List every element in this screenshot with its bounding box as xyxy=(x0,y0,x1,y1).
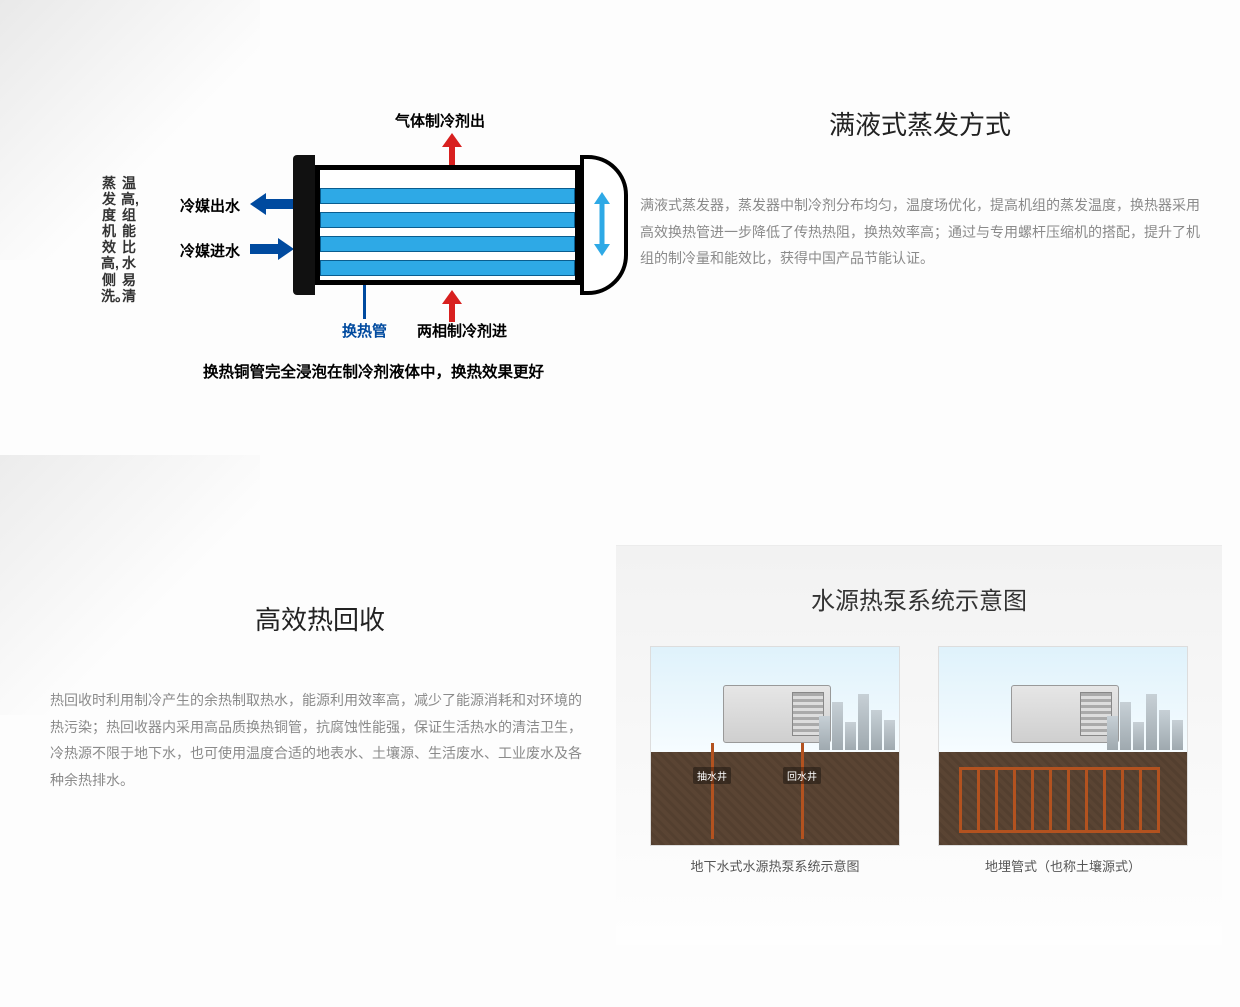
heat-tube xyxy=(320,236,575,252)
arrow-up-icon xyxy=(442,133,462,167)
gas-out-label: 气体制冷剂出 xyxy=(395,110,485,131)
water-source-diagram: 水源热泵系统示意图 抽水井 回水井 地下水式水源热泵系统示意图 xyxy=(616,545,1222,945)
coolant-in-label: 冷媒进水 xyxy=(180,240,240,261)
well-label: 抽水井 xyxy=(693,767,731,784)
section1-body: 满液式蒸发器，蒸发器中制冷剂分布均匀，温度场优化，提高机组的蒸发温度，换热器采用… xyxy=(640,192,1200,272)
heat-tube-label: 换热管 xyxy=(342,320,387,341)
pipe-icon xyxy=(711,743,714,839)
panel-image xyxy=(938,646,1188,846)
arrow-up-icon xyxy=(442,290,462,322)
panel-groundwater: 抽水井 回水井 地下水式水源热泵系统示意图 xyxy=(650,646,900,875)
tube-connector xyxy=(363,285,366,319)
panel-image: 抽水井 回水井 xyxy=(650,646,900,846)
endcap-right xyxy=(580,155,628,295)
panel-caption: 地下水式水源热泵系统示意图 xyxy=(650,856,900,875)
section1-title: 满液式蒸发方式 xyxy=(640,105,1200,142)
heat-tube xyxy=(320,260,575,276)
section2-text: 高效热回收 热回收时利用制冷产生的余热制取热水，能源利用效率高，减少了能源消耗和… xyxy=(50,600,590,793)
arrow-right-icon xyxy=(250,238,294,260)
heat-tube xyxy=(320,188,575,204)
panel-ground-loop: 地埋管式（也称土壤源式） xyxy=(938,646,1188,875)
buildings-icon xyxy=(819,694,895,750)
side-note-col2: 温高,组能比水易清 xyxy=(121,175,137,304)
heat-tube xyxy=(320,212,575,228)
section2-body: 热回收时利用制冷产生的余热制取热水，能源利用效率高，减少了能源消耗和对环境的热污… xyxy=(50,687,590,793)
heat-pump-unit-icon xyxy=(1011,685,1119,743)
heat-pump-unit-icon xyxy=(723,685,831,743)
two-phase-in-label: 两相制冷剂进 xyxy=(417,320,507,341)
buildings-icon xyxy=(1107,694,1183,750)
pipe-icon xyxy=(801,743,804,839)
coolant-out-label: 冷媒出水 xyxy=(180,195,240,216)
panel-caption: 地埋管式（也称土壤源式） xyxy=(938,856,1188,875)
ground-coil-icon xyxy=(959,767,1167,833)
diagram-title: 水源热泵系统示意图 xyxy=(616,581,1222,616)
evaporator-vessel xyxy=(315,165,580,285)
endcap-left xyxy=(293,155,315,295)
section2-title: 高效热回收 xyxy=(50,600,590,637)
section1-text: 满液式蒸发方式 满液式蒸发器，蒸发器中制冷剂分布均匀，温度场优化，提高机组的蒸发… xyxy=(640,105,1200,272)
diagram-footer: 换热铜管完全浸泡在制冷剂液体中，换热效果更好 xyxy=(203,360,544,382)
arrow-left-icon xyxy=(250,193,294,215)
well-label: 回水井 xyxy=(783,767,821,784)
evaporator-diagram: 气体制冷剂出 蒸发度机效高,侧洗。 温高,组能比水易清 冷媒出水 冷媒进水 换热… xyxy=(45,25,625,405)
recycle-arrow-icon xyxy=(592,192,612,262)
side-note-col1: 蒸发度机效高,侧洗。 xyxy=(101,175,117,304)
